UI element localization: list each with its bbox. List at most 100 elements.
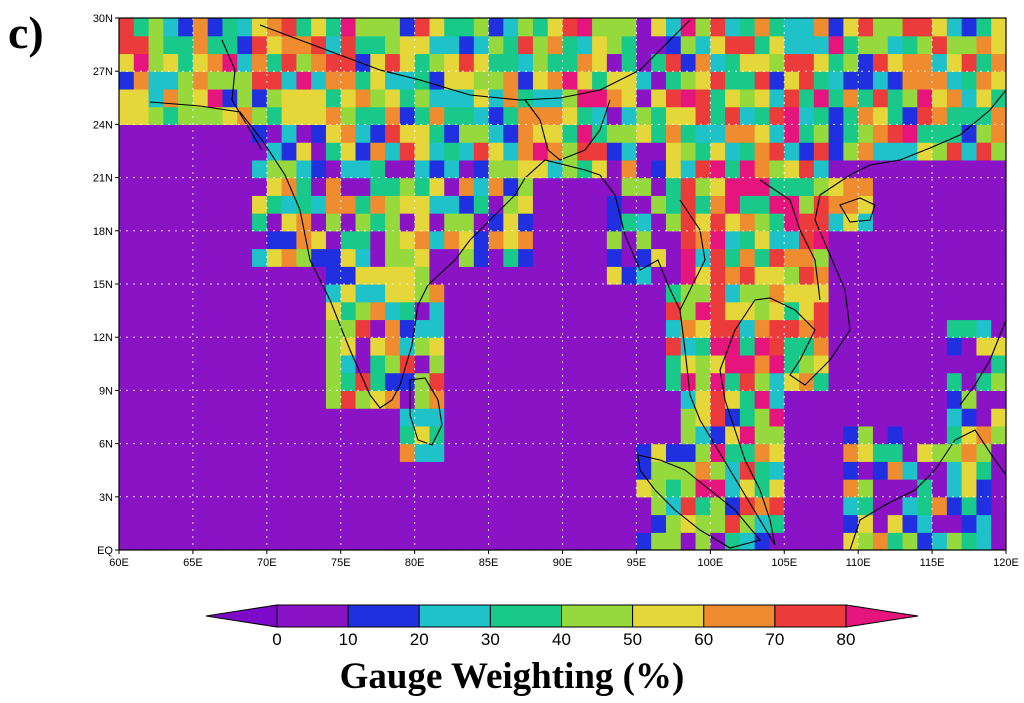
heatmap-cell [769, 514, 785, 533]
heatmap-cell [592, 266, 608, 285]
heatmap-cell [266, 53, 283, 72]
heatmap-cell [651, 195, 667, 214]
heatmap-cell [547, 230, 564, 250]
heatmap-cell [266, 18, 283, 37]
heatmap-cell [237, 213, 253, 232]
heatmap-cell [710, 124, 726, 143]
heatmap-cell [252, 266, 268, 285]
heatmap-cell [828, 390, 844, 409]
heatmap-cell [621, 124, 638, 143]
heatmap-cell [252, 390, 268, 409]
heatmap-cell [429, 284, 445, 303]
heatmap-cell [503, 230, 519, 250]
heatmap-cell [769, 372, 785, 391]
heatmap-cell [547, 71, 564, 90]
heatmap-cell [858, 35, 874, 55]
heatmap-cell [769, 461, 785, 480]
heatmap-cell [192, 319, 209, 338]
heatmap-cell [651, 479, 667, 498]
heatmap-cell [621, 496, 638, 516]
heatmap-cell [266, 372, 283, 391]
heatmap-cell [991, 53, 1006, 72]
heatmap-cell [518, 443, 534, 462]
heatmap-cell [725, 461, 741, 480]
heatmap-cell [917, 71, 933, 90]
heatmap-cell [887, 301, 904, 321]
heatmap-cell [385, 71, 401, 90]
heatmap-cell [917, 142, 933, 161]
heatmap-cell [385, 337, 401, 356]
heatmap-cell [932, 124, 948, 143]
heatmap-cell [665, 88, 682, 108]
heatmap-cell [799, 425, 815, 445]
heatmap-cell [769, 354, 785, 374]
heatmap-cell [148, 408, 164, 427]
heatmap-cell [340, 319, 357, 338]
heatmap-cell [887, 213, 904, 232]
heatmap-cell [784, 354, 800, 374]
heatmap-cell [784, 18, 800, 37]
heatmap-cell [488, 496, 504, 516]
heatmap-cell [148, 266, 164, 285]
heatmap-cell [163, 142, 179, 161]
heatmap-cell [725, 479, 741, 498]
heatmap-cell [222, 230, 238, 250]
heatmap-cell [503, 284, 519, 303]
heatmap-cell [252, 177, 268, 196]
heatmap-cell [399, 71, 416, 90]
heatmap-cell [872, 106, 889, 125]
heatmap-cell [577, 124, 593, 143]
heatmap-cell [813, 443, 830, 462]
heatmap-cell [296, 35, 312, 55]
heatmap-cell [577, 177, 593, 196]
heatmap-cell [872, 213, 889, 232]
heatmap-cell [414, 496, 431, 516]
heatmap-cell [784, 88, 800, 108]
heatmap-cell [902, 159, 918, 179]
heatmap-cell [695, 390, 711, 409]
heatmap-cell [325, 301, 342, 321]
heatmap-cell [355, 319, 371, 338]
heatmap-cell [311, 479, 327, 498]
heatmap-cell [769, 71, 785, 90]
heatmap-cell [769, 425, 785, 445]
heatmap-cell [192, 195, 209, 214]
heatmap-cell [399, 195, 416, 214]
heatmap-cell [946, 532, 963, 550]
heatmap-cell [843, 301, 859, 321]
heatmap-cell [946, 35, 963, 55]
heatmap-cell [636, 53, 652, 72]
heatmap-cell [547, 372, 564, 391]
heatmap-cell [710, 266, 726, 285]
heatmap-cell [266, 88, 283, 108]
heatmap-cell [813, 390, 830, 409]
heatmap-cell [488, 461, 504, 480]
heatmap-cell [858, 248, 874, 267]
heatmap-cell [991, 337, 1006, 356]
heatmap-cell [754, 53, 771, 72]
heatmap-cell [784, 106, 800, 125]
heatmap-cell [621, 443, 638, 462]
heatmap-cell [813, 461, 830, 480]
heatmap-cell [370, 248, 386, 267]
heatmap-cell [444, 425, 460, 445]
heatmap-cell [872, 248, 889, 267]
heatmap-cell [754, 18, 771, 37]
heatmap-cell [961, 284, 978, 303]
heatmap-cell [813, 124, 830, 143]
heatmap-cell [163, 230, 179, 250]
heatmap-cell [621, 425, 638, 445]
heatmap-cell [932, 71, 948, 90]
heatmap-cell [311, 159, 327, 179]
heatmap-cell [133, 479, 150, 498]
heatmap-cell [991, 248, 1006, 267]
heatmap-cell [769, 301, 785, 321]
heatmap-cell [266, 284, 283, 303]
heatmap-cell [606, 106, 623, 125]
heatmap-cell [621, 35, 638, 55]
heatmap-cell [843, 71, 859, 90]
heatmap-cell [858, 461, 874, 480]
heatmap-cell [991, 408, 1006, 427]
heatmap-cell [976, 425, 992, 445]
